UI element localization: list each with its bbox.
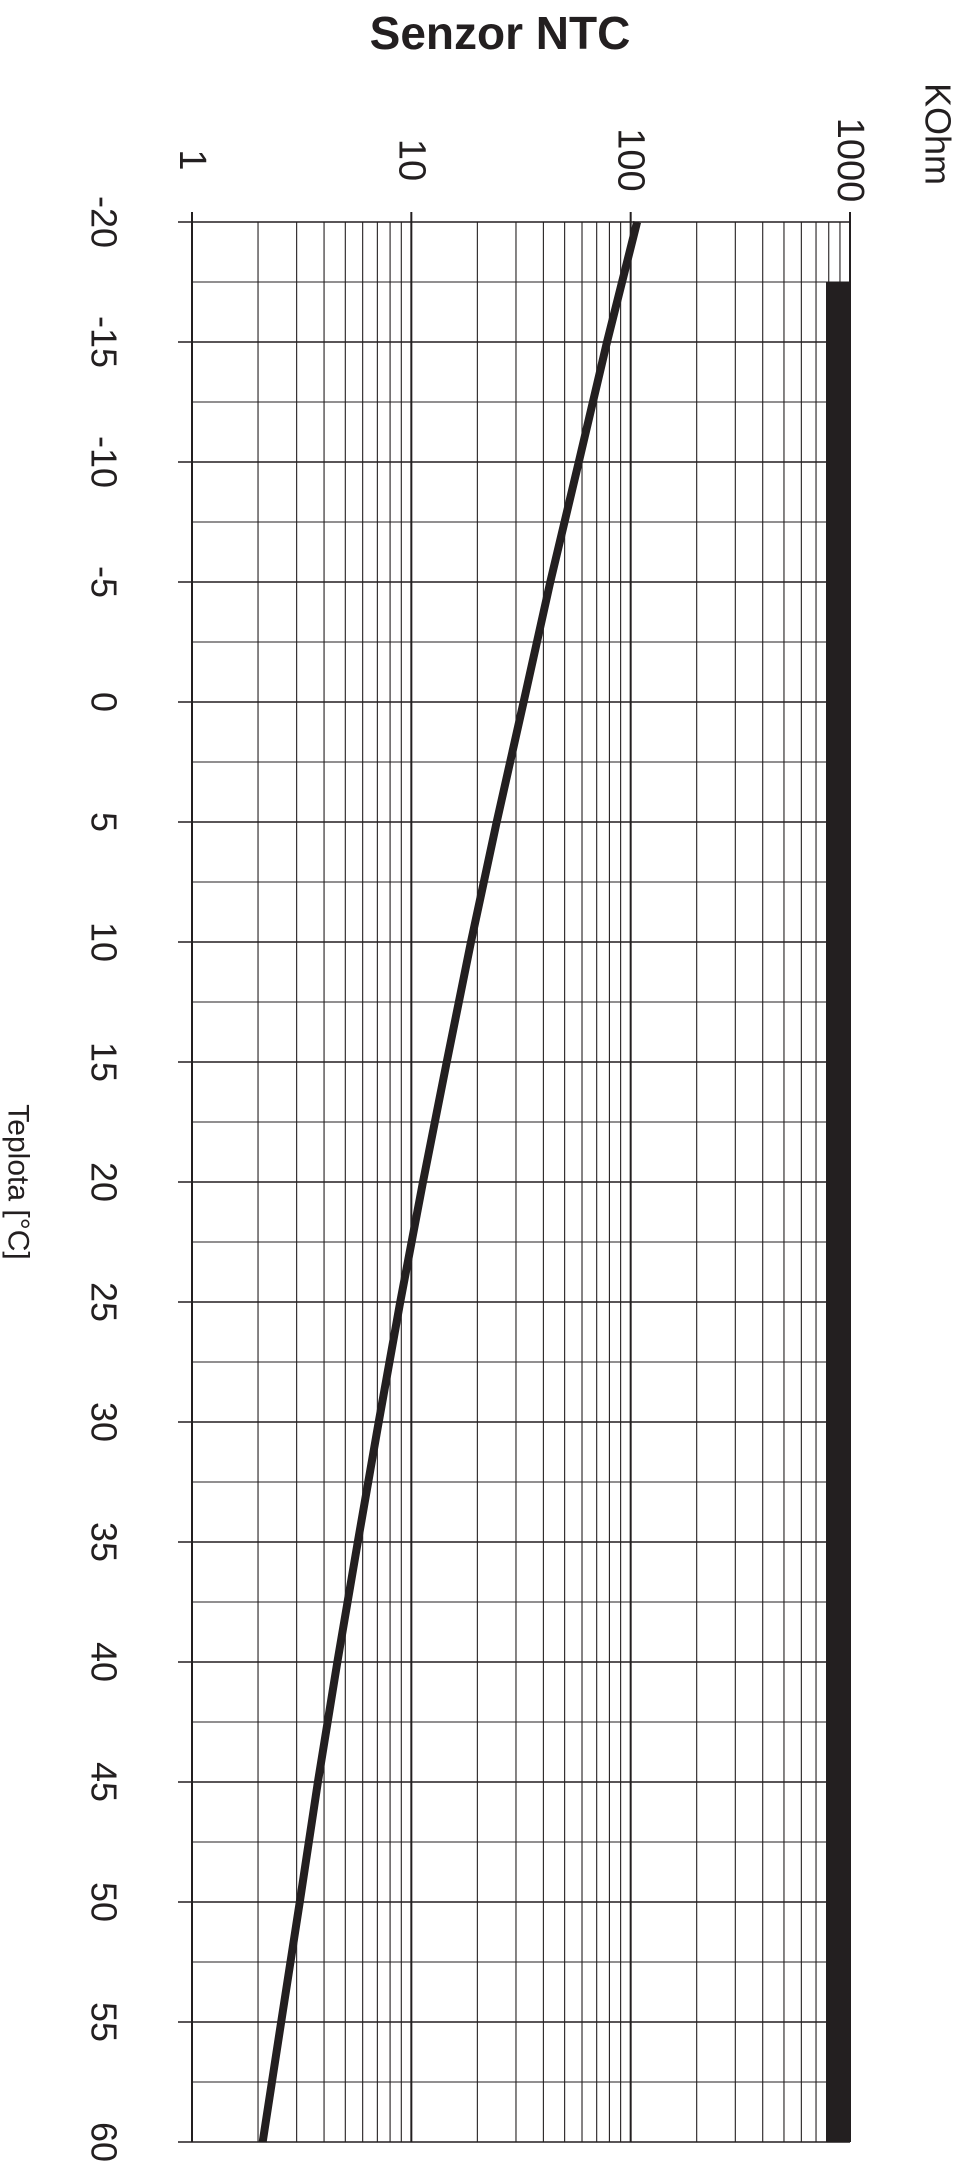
x-tick-label: 20 <box>84 1162 125 1202</box>
x-tick-label: -15 <box>84 316 125 368</box>
right-edge-bar <box>826 282 850 2142</box>
chart-title: Senzor NTC <box>369 7 631 59</box>
x-tick-label: 0 <box>84 692 125 712</box>
x-tick-label: 25 <box>84 1282 125 1322</box>
x-tick-label: 35 <box>84 1522 125 1562</box>
y-tick-label: 100 <box>610 128 652 191</box>
x-tick-label: 15 <box>84 1042 125 1082</box>
x-tick-label: 55 <box>84 2002 125 2042</box>
y-axis-label: KOhm <box>918 83 959 185</box>
x-axis-title: Teplota [°C] <box>2 1104 35 1259</box>
y-tick-label: 1 <box>171 149 213 170</box>
y-tick-label: 1000 <box>829 118 871 203</box>
x-tick-label: 50 <box>84 1882 125 1922</box>
x-tick-label: 10 <box>84 922 125 962</box>
x-tick-label: -20 <box>84 196 125 248</box>
x-tick-label: 30 <box>84 1402 125 1442</box>
x-tick-label: 40 <box>84 1642 125 1682</box>
x-tick-label: -10 <box>84 436 125 488</box>
y-tick-label: 10 <box>390 139 432 181</box>
x-tick-label: 60 <box>84 2122 125 2162</box>
x-tick-label: -5 <box>84 566 125 598</box>
x-tick-label: 5 <box>84 812 125 832</box>
series-line <box>258 221 641 2143</box>
x-tick-label: 45 <box>84 1762 125 1802</box>
